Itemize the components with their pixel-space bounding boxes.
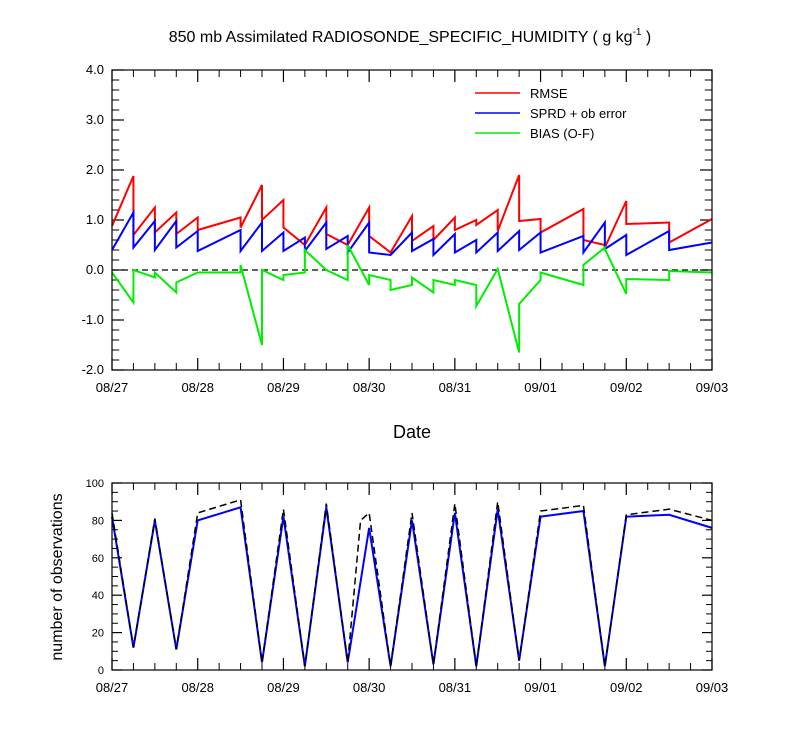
top-chart-frame [111,69,713,371]
x-tick-label: 08/28 [181,680,214,695]
series-line-assimilated [111,506,713,667]
y-axis-label: number of observations [49,493,66,660]
x-tick-label: 08/27 [96,680,129,695]
y-tick-label: 2.0 [86,162,104,177]
x-tick-label: 08/29 [267,680,300,695]
bottom-chart-frame [111,482,713,671]
bottom-chart-ticks: 08/27 08/28 08/29 08/30 08/31 09/01 09/02 09/03… [86,478,729,695]
y-tick-label: 60 [92,553,104,565]
y-tick-label: 20 [92,628,104,640]
y-tick-label: 4.0 [86,62,104,77]
series-line-rmse [111,174,713,254]
series-line-sprd-ob-error [111,208,713,258]
x-tick-label: 08/31 [439,380,472,395]
bottom-chart-series [111,498,713,667]
y-tick-label: 40 [92,590,104,602]
x-tick-label: 09/03 [696,380,729,395]
top-chart-series [111,174,713,353]
x-tick-label: 08/27 [96,380,129,395]
y-tick-label: 100 [86,478,104,490]
legend-label-sprd: SPRD + ob error [530,106,627,121]
y-tick-label: 0.0 [86,262,104,277]
chart-title: 850 mb Assimilated RADIOSONDE_SPECIFIC_H… [169,27,652,46]
x-tick-label: 08/28 [181,380,214,395]
x-tick-label: 09/02 [610,380,643,395]
top-chart: 08/27 08/28 08/29 08/30 08/31 09/01 09/02 09/03… [82,62,729,395]
x-tick-label: 09/01 [524,680,557,695]
legend-label-rmse: RMSE [530,86,568,101]
x-axis-label: Date [393,422,431,442]
legend-label-bias: BIAS (O-F) [530,126,594,141]
y-tick-label: 80 [92,515,104,527]
x-tick-label: 08/30 [353,680,386,695]
x-tick-label: 09/01 [524,380,557,395]
top-chart-ticks: 08/27 08/28 08/29 08/30 08/31 09/01 09/02 09/03… [82,62,729,395]
y-tick-label: 0 [98,665,104,677]
series-line-bias-o-f [111,244,713,353]
y-tick-label: -2.0 [82,362,104,377]
y-tick-label: 1.0 [86,212,104,227]
x-tick-label: 08/29 [267,380,300,395]
series-line-possible [111,498,713,667]
x-tick-label: 09/02 [610,680,643,695]
y-tick-label: 3.0 [86,112,104,127]
x-tick-label: 09/03 [696,680,729,695]
x-tick-label: 08/30 [353,380,386,395]
legend: RMSE SPRD + ob error BIAS (O-F) [475,86,627,141]
bottom-chart: 08/27 08/28 08/29 08/30 08/31 09/01 09/02 09/03… [86,478,729,695]
x-tick-label: 08/31 [439,680,472,695]
y-tick-label: -1.0 [82,312,104,327]
